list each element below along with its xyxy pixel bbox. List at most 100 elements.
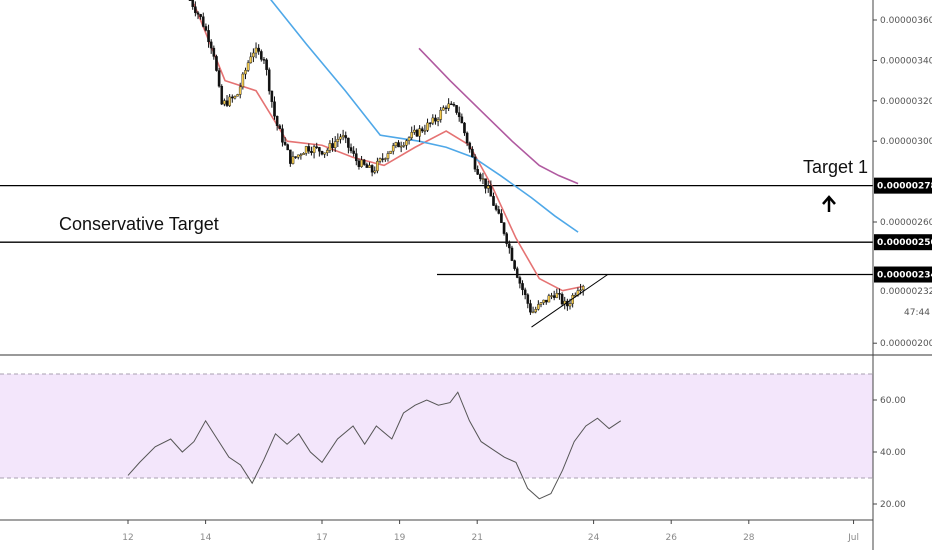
candle-body <box>220 86 224 105</box>
candle-body <box>508 243 511 249</box>
candle-body <box>558 293 561 295</box>
rsi-tick-label: 20.00 <box>880 500 906 510</box>
candle-body <box>188 0 192 1</box>
date-tick-label: 24 <box>588 533 600 543</box>
candle-body <box>510 247 514 261</box>
candle-body <box>518 277 522 284</box>
candle-body <box>209 41 213 49</box>
candle-body <box>457 112 461 118</box>
candle-body <box>397 142 400 148</box>
rsi-pane <box>0 373 873 500</box>
candle-body <box>550 295 553 297</box>
candle-body <box>415 129 419 137</box>
candle-body <box>542 299 545 303</box>
candle-body <box>228 96 231 106</box>
date-tick-label: 19 <box>394 533 406 543</box>
candle-body <box>233 96 237 99</box>
price-tick-label: 0.00000300 <box>880 137 932 147</box>
date-tick-label: 21 <box>471 533 482 543</box>
date-tick-label: 28 <box>743 533 755 543</box>
candle-body <box>484 178 487 189</box>
candle-body <box>270 90 274 102</box>
candle-body <box>500 213 503 223</box>
candle-body <box>273 101 276 117</box>
candle-body <box>384 158 387 160</box>
rsi-tick-label: 40.00 <box>880 448 906 458</box>
candle-body <box>473 156 477 170</box>
candle-body <box>312 146 316 153</box>
candle-body <box>281 128 284 143</box>
candle-body <box>194 6 197 13</box>
candle-body <box>413 129 416 133</box>
candle-body <box>439 109 443 120</box>
candle-body <box>328 143 332 151</box>
candle-body <box>217 70 221 87</box>
candle-body <box>418 128 421 137</box>
candle-body <box>246 62 250 71</box>
date-tick-label: Jul <box>847 533 859 543</box>
candle-body <box>333 141 337 149</box>
level-price-label: 0.00000250 <box>877 238 932 248</box>
candle-body <box>191 0 195 7</box>
candle-body <box>389 150 392 154</box>
price-axis: 0.00000360 0.00000340 0.00000320 0.00000300… <box>872 0 932 550</box>
candle-body <box>579 289 582 292</box>
candle-body <box>463 122 466 134</box>
candle-body <box>447 103 450 109</box>
candle-body <box>204 26 208 31</box>
candle-body <box>236 94 239 97</box>
candle-body <box>436 119 440 122</box>
candle-body <box>449 103 453 106</box>
candle-body <box>420 128 424 132</box>
candle-body <box>431 117 435 124</box>
price-tick-label: 0.00000200 <box>880 339 932 349</box>
level-price-badge <box>874 177 932 194</box>
price-pane <box>0 0 932 356</box>
candle-body <box>544 299 548 303</box>
candle-body <box>199 14 202 17</box>
last-price-label: 0.00000232 <box>880 287 932 297</box>
candle-body <box>294 156 297 158</box>
candle-body <box>368 165 371 168</box>
moving-average-line <box>418 47 579 185</box>
candle-body <box>267 69 271 92</box>
candle-body <box>207 30 210 43</box>
candle-body <box>241 73 245 88</box>
candle-body <box>523 289 527 295</box>
moving-average-line <box>270 0 579 233</box>
candle-body <box>560 293 564 305</box>
candle-body <box>492 196 495 206</box>
candle-body <box>318 147 321 152</box>
candle-body <box>386 153 390 159</box>
candle-body <box>260 51 263 60</box>
candle-body <box>336 139 340 142</box>
candle-body <box>304 146 308 154</box>
candle-body <box>296 154 300 158</box>
candle-body <box>196 12 200 15</box>
candle-body <box>291 156 295 164</box>
candle-body <box>486 185 490 189</box>
candle-body <box>325 150 329 154</box>
candle-body <box>407 137 411 141</box>
candle-body <box>426 122 429 131</box>
candle-body <box>547 295 551 303</box>
candle-body <box>320 151 324 155</box>
candle-body <box>502 222 506 234</box>
candle-body <box>249 56 253 64</box>
candle-body <box>362 159 366 165</box>
candle-body <box>568 303 572 307</box>
candle-body <box>352 150 355 154</box>
candle-body <box>357 160 361 167</box>
rsi-band <box>0 374 873 478</box>
candle-body <box>378 158 382 162</box>
level-price-badge <box>874 266 932 283</box>
candle-body <box>299 154 303 157</box>
conservative-target-label: Conservative Target <box>59 214 219 234</box>
candle-body <box>201 16 205 27</box>
candle-body <box>365 164 369 168</box>
candle-body <box>307 146 311 152</box>
candle-body <box>373 170 377 173</box>
candle-body <box>244 70 247 75</box>
candle-body <box>223 100 226 105</box>
